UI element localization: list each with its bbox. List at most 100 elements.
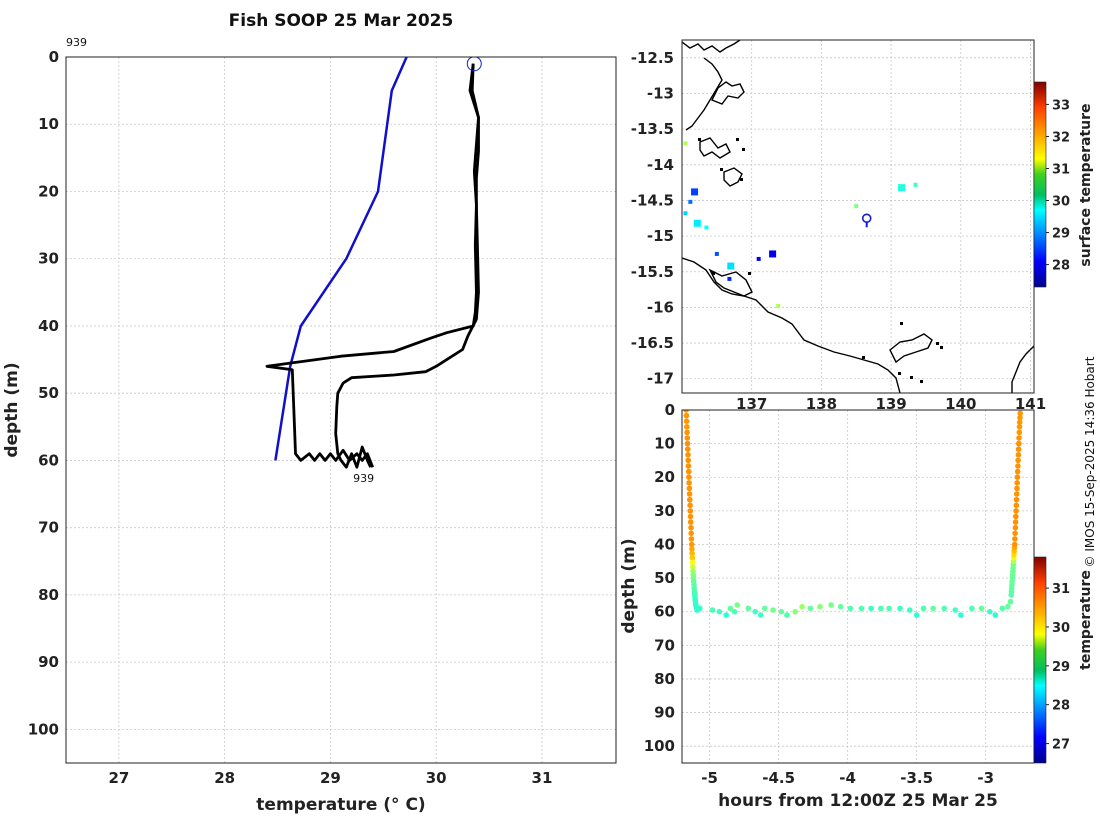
section-point xyxy=(687,496,693,503)
y-tick-label: 80 xyxy=(654,670,675,688)
section-point xyxy=(1013,496,1020,503)
sst-pixel xyxy=(683,211,688,216)
section-point xyxy=(1011,541,1018,548)
y-tick-label: -16.5 xyxy=(631,334,674,352)
map-ticks: 137 138 139 140 141 -12.5 -13 -13.5 -14 -14.5 -15 -… xyxy=(631,49,1046,413)
coastline-island-3 xyxy=(699,137,731,159)
section-point xyxy=(684,435,691,441)
section-point xyxy=(1012,524,1019,531)
colorbar-tick-label: 30 xyxy=(1052,195,1070,210)
profile-ticks: 27 28 29 30 31 0 10 20 30 40 50 60 70 80 90 100 939 xyxy=(28,48,553,787)
y-tick-label: 0 xyxy=(49,48,59,66)
section-point xyxy=(688,524,694,531)
section-point xyxy=(687,502,693,509)
map-grid xyxy=(682,40,1034,393)
section-point xyxy=(1014,474,1021,481)
section-point xyxy=(687,508,694,514)
section-points xyxy=(683,410,1023,618)
section-point xyxy=(817,603,823,610)
y-tick-label: 90 xyxy=(38,653,59,671)
section-point xyxy=(1014,485,1020,492)
section-point xyxy=(687,519,694,525)
y-tick-label: 70 xyxy=(38,519,59,537)
sst-pixel xyxy=(898,184,906,192)
y-tick-label: -17 xyxy=(647,370,674,388)
section-point xyxy=(878,605,884,612)
section-point xyxy=(683,412,690,419)
map-sst-pixels xyxy=(683,141,918,308)
y-tick-label: 10 xyxy=(654,435,675,453)
section-point xyxy=(1015,457,1021,464)
section-point xyxy=(770,607,776,613)
profile-line xyxy=(334,63,480,469)
coastline-east-2 xyxy=(1011,345,1034,393)
section-point xyxy=(697,605,703,612)
map-frame xyxy=(681,39,1035,394)
section-point xyxy=(1014,480,1020,486)
section-point xyxy=(1013,508,1019,514)
x-tick-label: -3 xyxy=(977,769,994,787)
colorbar-tick-label: 29 xyxy=(1052,660,1070,675)
map-panel: 137 138 139 140 141 -12.5 -13 -13.5 -14 -14.5 -15 -… xyxy=(631,39,1094,413)
section-point xyxy=(762,605,768,612)
section-point xyxy=(799,603,805,610)
section-point xyxy=(1015,452,1022,458)
sst-pixel xyxy=(913,182,918,187)
colorbar-tick-label: 33 xyxy=(1052,98,1070,113)
section-point xyxy=(1016,424,1023,430)
section-point xyxy=(687,513,694,520)
section-point xyxy=(952,607,959,613)
section-point xyxy=(999,605,1006,612)
section-point xyxy=(1016,440,1022,447)
y-tick-label: 60 xyxy=(654,603,675,621)
section-point xyxy=(685,463,692,469)
sst-pixel xyxy=(756,256,761,261)
y-tick-label: 40 xyxy=(654,535,675,553)
y-tick-label: -16 xyxy=(647,298,674,316)
colorbar-tick-label: 31 xyxy=(1052,162,1070,177)
x-tick-label: -4 xyxy=(839,769,856,787)
section-point xyxy=(690,564,696,570)
y-tick-label: 30 xyxy=(38,250,59,268)
y-tick-label: -14 xyxy=(647,156,674,174)
credit-text: © IMOS 15-Sep-2025 14:36 Hobart xyxy=(1083,356,1097,567)
section-point xyxy=(1015,446,1022,453)
sst-pixel xyxy=(854,204,859,209)
colorbar-tick-label: 29 xyxy=(1052,227,1070,242)
section-point xyxy=(686,474,692,481)
profile-end-label: 939 xyxy=(353,472,374,485)
section-point xyxy=(1016,429,1023,436)
sst-pixel xyxy=(704,225,709,230)
section-point xyxy=(757,612,764,618)
section-point xyxy=(1005,603,1011,610)
map-coastline xyxy=(682,40,1034,393)
sst-pixel xyxy=(688,199,693,204)
section-point xyxy=(683,418,690,425)
x-tick-label: -5 xyxy=(701,769,718,787)
coastline-bay xyxy=(708,268,753,297)
profile-top-label: 939 xyxy=(66,36,87,49)
section-point xyxy=(1017,415,1023,421)
section-point xyxy=(958,612,964,618)
y-tick-label: 20 xyxy=(38,182,59,200)
section-point xyxy=(930,605,936,612)
section-ticks: -5 -4.5 -4 -3.5 -3 0 10 20 30 40 50 60 70 80 90 100 xyxy=(644,401,994,787)
x-tick-label: -3.5 xyxy=(900,769,933,787)
start-marker xyxy=(466,57,482,72)
section-point xyxy=(683,410,689,413)
section-point xyxy=(686,485,693,492)
figure-title: Fish SOOP 25 Mar 2025 xyxy=(229,11,454,31)
section-colorbar-label: temperature xyxy=(1078,570,1094,670)
x-tick-label: 31 xyxy=(532,769,553,787)
map-track-marker xyxy=(861,213,872,228)
section-point xyxy=(792,608,798,615)
section-point xyxy=(1016,435,1022,441)
y-tick-label: 40 xyxy=(38,317,59,335)
sst-pixel xyxy=(769,250,777,258)
section-point xyxy=(828,602,834,608)
section-frame xyxy=(681,409,1035,764)
y-tick-label: -15.5 xyxy=(631,263,674,281)
map-colorbar-ticks: 28 29 30 31 32 33 xyxy=(1046,98,1070,274)
section-point xyxy=(1012,519,1019,525)
profile-x-axis-label: temperature (° C) xyxy=(256,795,425,815)
